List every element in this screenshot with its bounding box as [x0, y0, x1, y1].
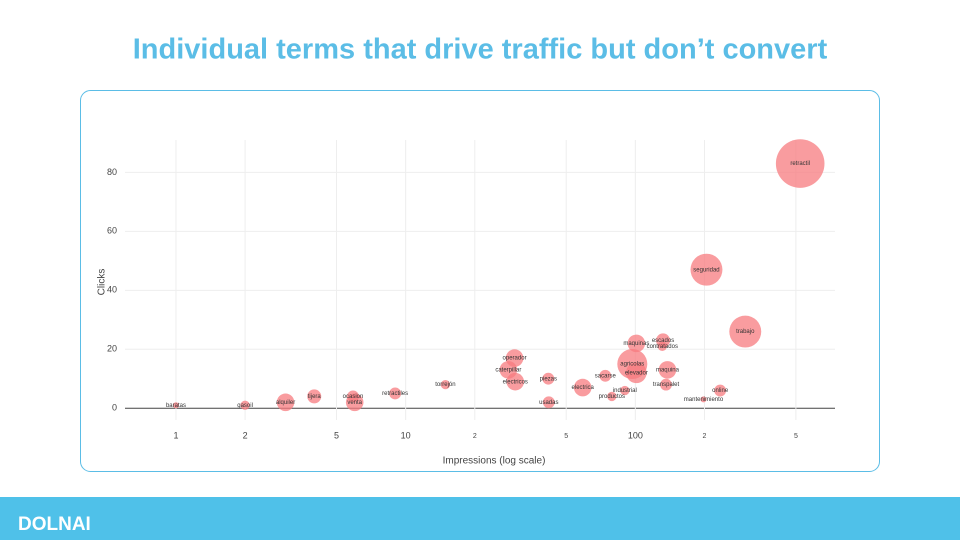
- x-tick-label: 10: [401, 430, 411, 440]
- bubble: [607, 391, 617, 402]
- point-label: tijera: [308, 394, 322, 400]
- chart-frame: [80, 90, 880, 472]
- point-label: mantenimiento: [684, 397, 724, 403]
- y-tick-label: 60: [107, 226, 117, 236]
- bubble: [172, 402, 179, 409]
- bubble: [506, 372, 525, 391]
- bubble: [657, 341, 667, 351]
- point-label: transpalet: [653, 382, 680, 388]
- point-label: retractiles: [382, 391, 408, 397]
- x-tick-label: 100: [628, 430, 643, 440]
- bubble: [345, 393, 364, 412]
- point-label: baratas: [166, 403, 186, 409]
- point-label: gasoil: [237, 403, 253, 409]
- bubble: [542, 396, 555, 409]
- bubble: [620, 385, 630, 396]
- point-label: trabajo: [736, 329, 755, 335]
- bubble: [240, 400, 250, 410]
- bubble: [276, 393, 295, 412]
- bubble: [389, 387, 402, 400]
- bubble: [573, 378, 592, 397]
- footer-bar: [0, 497, 960, 540]
- point-label: piezas: [540, 376, 557, 382]
- point-label: maquina: [656, 367, 680, 373]
- point-label: operador: [503, 356, 527, 362]
- bubble: [660, 378, 672, 391]
- point-label: contratados: [647, 344, 678, 350]
- bubble: [542, 372, 555, 385]
- point-label: usadas: [539, 400, 558, 406]
- point-label: electricos: [503, 379, 528, 385]
- bubble: [599, 369, 612, 382]
- point-label: escados: [652, 338, 674, 344]
- x-tick-label: 2: [243, 430, 248, 440]
- point-label: online: [712, 388, 729, 394]
- point-label: industrial: [613, 388, 637, 394]
- bubble: [627, 334, 646, 353]
- x-axis-title: Impressions (log scale): [443, 456, 546, 467]
- x-tick-label: 1: [173, 430, 178, 440]
- point-label: agricolas: [620, 362, 644, 368]
- bubble: [714, 384, 727, 397]
- point-label: torrejón: [435, 382, 455, 388]
- plot: 0 20 40 60 80 1 2 5 10 2 5 100 2 5 retractil seguridad t…: [107, 139, 835, 440]
- point-label: seguridad: [693, 267, 719, 273]
- bubble: [729, 315, 762, 348]
- slide-title: Individual terms that drive traffic but …: [133, 34, 828, 66]
- x-tick-label: 2: [703, 433, 707, 440]
- point-label: maquinas: [623, 341, 649, 347]
- y-tick-label: 40: [107, 285, 117, 295]
- bubble: [440, 379, 451, 390]
- bubble: [700, 396, 707, 403]
- bubble: [690, 253, 723, 286]
- logo: DOLNAI: [18, 514, 91, 535]
- point-label: retractil: [790, 161, 810, 167]
- point-label: productos: [599, 394, 625, 400]
- x-tick-label: 5: [794, 433, 798, 440]
- x-tick-label: 5: [334, 430, 339, 440]
- y-tick-label: 0: [112, 403, 117, 413]
- y-axis-title: Clicks: [97, 269, 108, 296]
- point-label: alquiler: [276, 400, 295, 406]
- bubble: [775, 139, 825, 188]
- x-tick-label: 5: [564, 433, 568, 440]
- point-label: venta: [347, 400, 362, 406]
- x-tick-label: 2: [473, 433, 477, 440]
- bubble: [307, 389, 322, 404]
- y-tick-label: 20: [107, 344, 117, 354]
- point-label: sacarse: [595, 373, 617, 379]
- point-label: electrica: [572, 385, 595, 391]
- y-tick-label: 80: [107, 167, 117, 177]
- point-label: caterpillar: [495, 367, 521, 373]
- bubble: [658, 361, 677, 379]
- bubble: [626, 362, 647, 384]
- point-label: elevador: [625, 370, 648, 376]
- point-label: ocasion: [343, 394, 364, 400]
